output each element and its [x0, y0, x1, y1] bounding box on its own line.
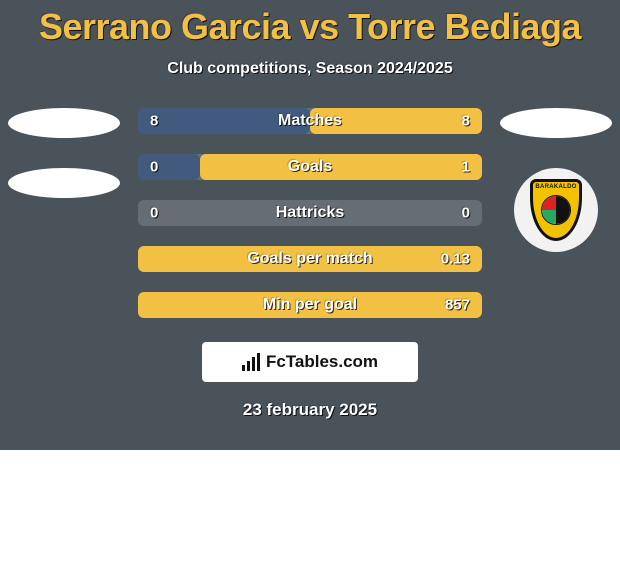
stat-label: Goals	[288, 158, 332, 176]
player-placeholder-ellipse	[8, 168, 120, 198]
stat-value-left: 8	[150, 113, 158, 130]
brand-icon-bar	[252, 357, 255, 371]
stat-row: Goals 0 1	[138, 154, 482, 180]
stat-bar-right	[200, 154, 482, 180]
brand-icon-bar	[247, 361, 250, 371]
title-player-left: Serrano Garcia	[39, 6, 290, 47]
shield-inner-icon	[541, 195, 571, 225]
player-placeholder-ellipse	[8, 108, 120, 138]
shield-icon: BARAKALDO	[530, 179, 582, 241]
brand-icon-bar	[242, 365, 245, 371]
chart-bars-icon	[242, 353, 260, 371]
player-placeholder-ellipse	[500, 108, 612, 138]
stats-area: BARAKALDO Matches88Goals01Hattricks00Goa…	[0, 108, 620, 318]
stat-value-right: 0	[462, 205, 470, 222]
stat-label: Hattricks	[276, 204, 344, 222]
stat-label: Min per goal	[263, 296, 357, 314]
stat-value-right: 857	[445, 297, 470, 314]
club-badge: BARAKALDO	[514, 168, 598, 252]
stat-value-left: 0	[150, 205, 158, 222]
title-vs: vs	[300, 6, 339, 47]
stat-row: Goals per match 0.13	[138, 246, 482, 272]
page-title: Serrano Garcia vs Torre Bediaga	[0, 0, 620, 48]
stat-value-left: 0	[150, 159, 158, 176]
title-player-right: Torre Bediaga	[348, 6, 581, 47]
stat-label: Goals per match	[247, 250, 372, 268]
stat-value-right: 1	[462, 159, 470, 176]
stat-row: Hattricks 0 0	[138, 200, 482, 226]
stat-row: Matches 8 8	[138, 108, 482, 134]
stat-bars: Matches 8 8 Goals 0 1 Hattricks 0 0 Goals per mat…	[138, 108, 482, 318]
subtitle: Club competitions, Season 2024/2025	[0, 60, 620, 78]
stat-value-right: 8	[462, 113, 470, 130]
stat-label: Matches	[278, 112, 342, 130]
brand-icon-bar	[257, 353, 260, 371]
stat-value-right: 0.13	[441, 251, 470, 268]
right-player-col: BARAKALDO	[496, 108, 616, 252]
comparison-card: Serrano Garcia vs Torre Bediaga Club com…	[0, 0, 620, 450]
stat-bar-left	[138, 154, 200, 180]
snapshot-date: 23 february 2025	[0, 400, 620, 420]
left-player-col	[4, 108, 124, 198]
stat-row: Min per goal 857	[138, 292, 482, 318]
branding-badge: FcTables.com	[202, 342, 418, 382]
branding-text: FcTables.com	[266, 352, 378, 372]
club-badge-label: BARAKALDO	[535, 184, 576, 190]
